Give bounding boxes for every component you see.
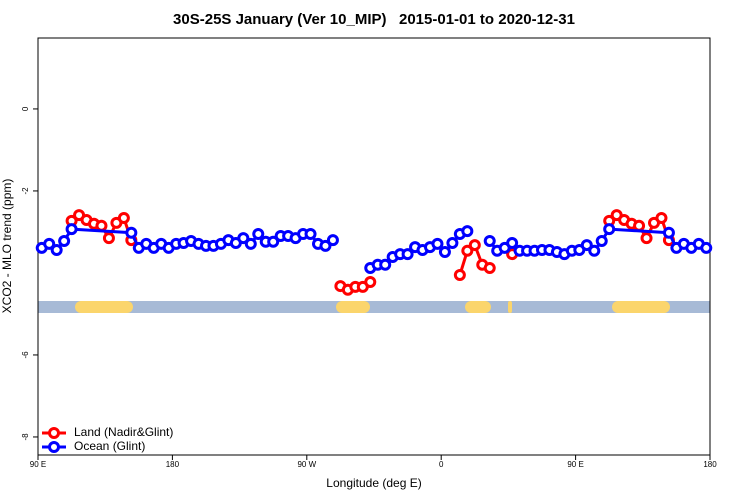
land-band — [612, 301, 670, 313]
data-point — [117, 212, 130, 225]
data-point — [461, 225, 474, 238]
legend-label: Land (Nadir&Glint) — [74, 425, 173, 439]
data-point — [633, 219, 646, 232]
data-point — [364, 275, 377, 288]
legend-label: Ocean (Glint) — [74, 439, 145, 453]
data-point — [401, 248, 414, 261]
data-point — [304, 227, 317, 240]
data-point — [95, 219, 108, 232]
chart-title: 30S-25S January (Ver 10_MIP) 2015-01-01 … — [173, 11, 575, 28]
data-point — [655, 212, 668, 225]
data-point — [595, 234, 608, 247]
data-point — [431, 237, 444, 250]
data-point — [446, 237, 459, 250]
data-point — [506, 237, 519, 250]
x-tick-label: 180 — [703, 460, 717, 469]
x-tick-label: 90 E — [567, 460, 583, 469]
y-tick-label: 0 — [21, 106, 30, 111]
legend-marker — [48, 427, 60, 439]
data-point — [319, 239, 332, 252]
y-tick-label: -8 — [21, 433, 30, 441]
data-point — [379, 258, 392, 271]
x-tick-label: 180 — [166, 460, 180, 469]
land-band — [75, 301, 133, 313]
data-point — [483, 234, 496, 247]
data-point — [603, 223, 616, 236]
y-axis-title: XCO2 - MLO trend (ppm) — [0, 179, 14, 314]
data-point — [237, 232, 250, 245]
data-point — [461, 244, 474, 257]
legend-marker — [48, 441, 60, 453]
data-point — [125, 226, 138, 239]
x-tick-label: 90 E — [30, 460, 46, 469]
data-point — [580, 239, 593, 252]
data-point — [662, 226, 675, 239]
data-point — [483, 262, 496, 275]
x-tick-label: 0 — [439, 460, 444, 469]
ocean-band — [38, 301, 710, 313]
data-point — [326, 234, 339, 247]
land-band — [465, 301, 491, 313]
data-point — [43, 237, 56, 250]
data-point — [65, 223, 78, 236]
data-point — [438, 246, 451, 259]
data-point — [58, 234, 71, 247]
data-point — [102, 232, 115, 245]
data-point — [453, 268, 466, 281]
data-point — [50, 243, 63, 256]
land-band — [508, 301, 512, 313]
data-point — [267, 235, 280, 248]
data-point — [700, 241, 713, 254]
data-point — [244, 237, 257, 250]
land-band — [336, 301, 370, 313]
data-point — [640, 232, 653, 245]
x-tick-label: 90 W — [297, 460, 316, 469]
x-axis-title: Longitude (deg E) — [326, 476, 421, 490]
data-point — [252, 227, 265, 240]
data-point — [588, 244, 601, 257]
data-point — [468, 239, 481, 252]
y-tick-label: -2 — [21, 187, 30, 195]
surface-band — [38, 301, 710, 313]
y-tick-label: -6 — [21, 351, 30, 359]
